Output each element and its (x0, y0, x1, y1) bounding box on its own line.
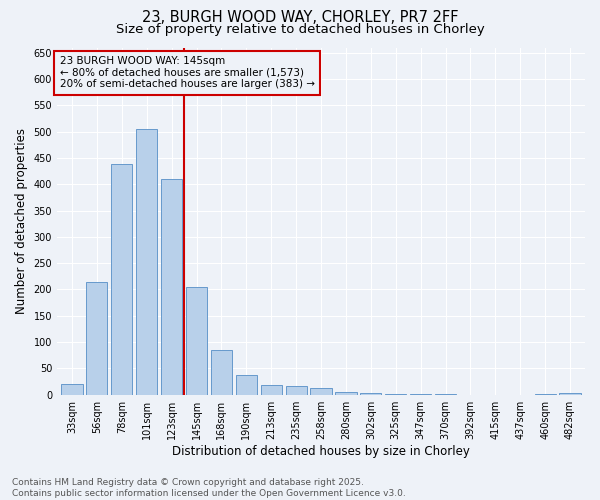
Bar (286, 386, 307, 394)
Bar (236, 374, 257, 394)
Bar (559, 392, 581, 394)
Text: 23 BURGH WOOD WAY: 145sqm
← 80% of detached houses are smaller (1,573)
20% of se: 23 BURGH WOOD WAY: 145sqm ← 80% of detac… (59, 56, 314, 90)
Text: 23, BURGH WOOD WAY, CHORLEY, PR7 2FF: 23, BURGH WOOD WAY, CHORLEY, PR7 2FF (142, 10, 458, 25)
Bar (211, 350, 232, 395)
Text: Size of property relative to detached houses in Chorley: Size of property relative to detached ho… (116, 22, 484, 36)
Bar (335, 392, 356, 394)
Bar (310, 388, 332, 394)
Y-axis label: Number of detached properties: Number of detached properties (15, 128, 28, 314)
Bar (111, 164, 133, 394)
Bar (161, 179, 182, 394)
Bar (86, 282, 107, 395)
Bar (61, 384, 83, 394)
Bar (360, 392, 382, 394)
Bar (136, 129, 157, 394)
Bar (260, 385, 282, 394)
Bar (186, 287, 207, 395)
Text: Contains HM Land Registry data © Crown copyright and database right 2025.
Contai: Contains HM Land Registry data © Crown c… (12, 478, 406, 498)
X-axis label: Distribution of detached houses by size in Chorley: Distribution of detached houses by size … (172, 444, 470, 458)
